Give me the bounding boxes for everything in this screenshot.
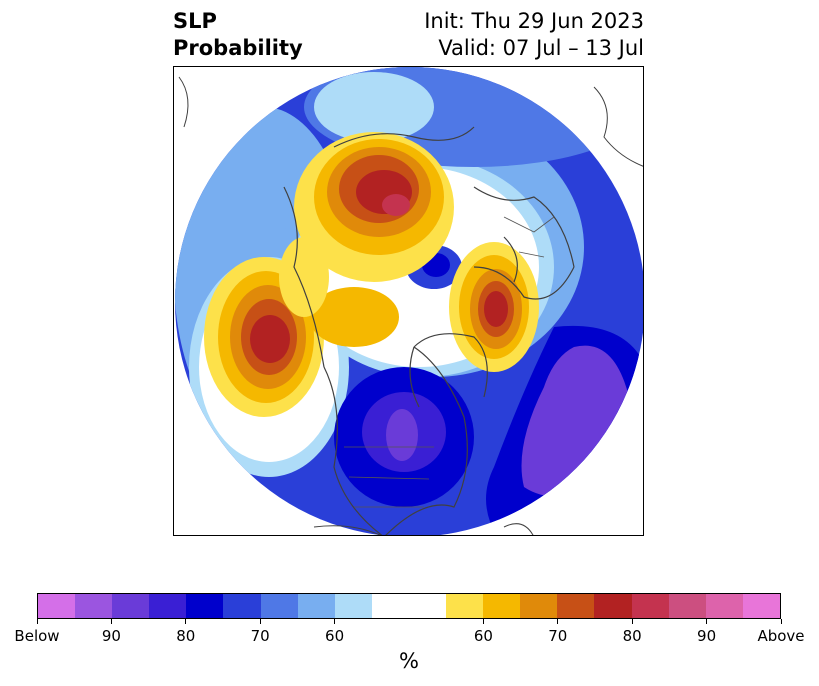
- colorbar-tick-mark: [557, 619, 559, 624]
- colorbar-segment: [408, 594, 447, 618]
- colorbar-segment: [149, 594, 187, 618]
- map-title: SLP Probability: [173, 8, 303, 62]
- colorbar-tick-label: 80: [176, 627, 196, 645]
- low-united-states-core: [386, 409, 418, 461]
- colorbar-segment: [557, 594, 595, 618]
- high-arctic-85: [382, 194, 410, 216]
- colorbar-segment: [668, 594, 706, 618]
- colorbar-tick-mark: [185, 619, 187, 624]
- colorbar-tick-label: 70: [250, 627, 270, 645]
- coastlines: [283, 126, 575, 535]
- colorbar-tick-mark: [482, 619, 484, 624]
- colorbar-segment: [223, 594, 261, 618]
- colorbar-segment: [705, 594, 743, 618]
- colorbar-tick-mark: [36, 619, 38, 624]
- colorbar-tick-label: 80: [622, 627, 642, 645]
- title-variable: SLP: [173, 9, 217, 33]
- belt-top-pale: [314, 72, 434, 142]
- map-panel: [173, 66, 644, 536]
- polar-map: [175, 67, 643, 535]
- colorbar-tick-label: 60: [325, 627, 345, 645]
- colorbar-unit: %: [399, 649, 419, 673]
- colorbar-segment: [631, 594, 669, 618]
- title-product: Probability: [173, 36, 303, 60]
- map-dates: Init: Thu 29 Jun 2023 Valid: 07 Jul – 13…: [424, 8, 644, 62]
- colorbar-tick-label: 60: [473, 627, 493, 645]
- colorbar-segment: [594, 594, 632, 618]
- colorbar-segment: [112, 594, 150, 618]
- colorbar-tick-mark: [706, 619, 708, 624]
- init-date: Init: Thu 29 Jun 2023: [424, 9, 644, 33]
- colorbar-segment: [520, 594, 558, 618]
- colorbar-segment: [38, 594, 76, 618]
- colorbar-segment: [334, 594, 372, 618]
- colorbar-segment: [75, 594, 113, 618]
- colorbar-segment: [483, 594, 521, 618]
- colorbar-tick-label: Below: [14, 627, 60, 645]
- high-pacific-80: [250, 315, 290, 363]
- colorbar-tick-label: 70: [548, 627, 568, 645]
- colorbar-tick-mark: [780, 619, 782, 624]
- colorbar-segment: [260, 594, 298, 618]
- colorbar-tick-mark: [110, 619, 112, 624]
- colorbar-tick-label: 90: [101, 627, 121, 645]
- colorbar-tick-mark: [334, 619, 336, 624]
- colorbar-tick-label: Above: [757, 627, 805, 645]
- colorbar-tick-label: 90: [697, 627, 717, 645]
- borders: [344, 216, 555, 508]
- colorbar-tick-mark: [631, 619, 633, 624]
- colorbar-segment: [186, 594, 224, 618]
- colorbar-segment: [446, 594, 484, 618]
- colorbar-segment: [371, 594, 409, 618]
- colorbar-tick-mark: [259, 619, 261, 624]
- high-siberia-80: [484, 291, 508, 327]
- high-canada-edge: [279, 237, 329, 317]
- frame-coastlines: [178, 76, 643, 535]
- colorbar-segment: [742, 594, 780, 618]
- colorbar: [37, 593, 781, 619]
- high-canada-tongue: [309, 287, 399, 347]
- colorbar-segment: [297, 594, 335, 618]
- valid-range: Valid: 07 Jul – 13 Jul: [438, 36, 644, 60]
